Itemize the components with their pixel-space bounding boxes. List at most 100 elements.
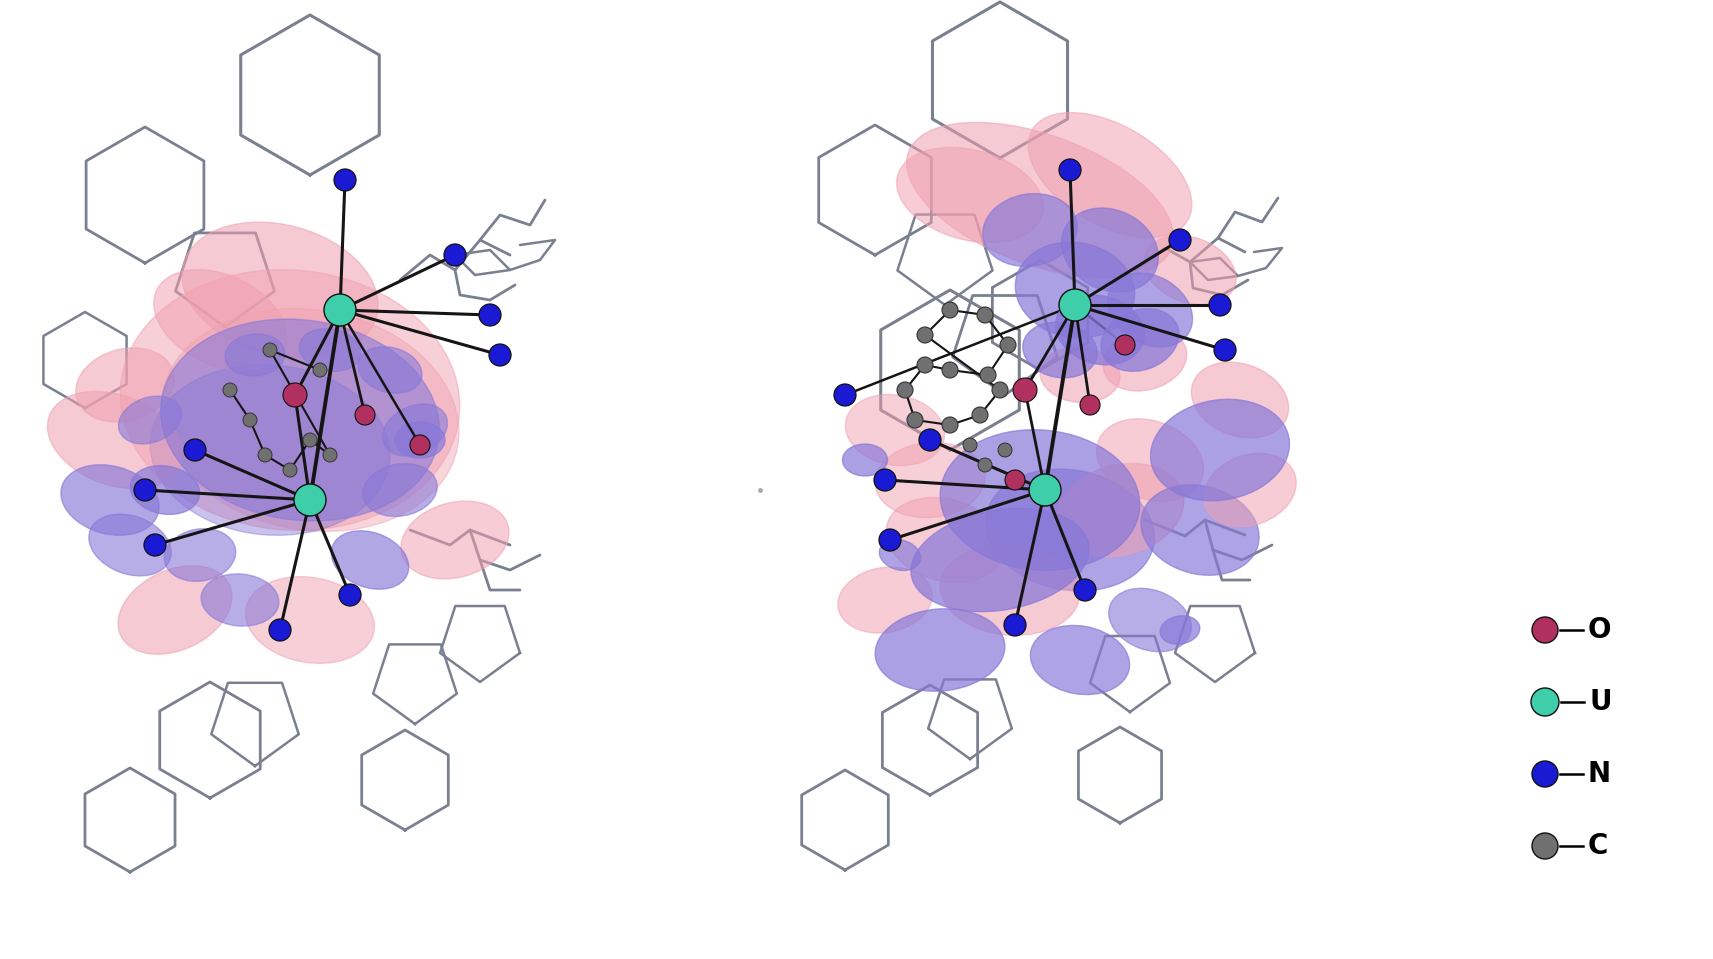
Circle shape xyxy=(1531,617,1559,643)
Circle shape xyxy=(488,344,510,366)
Circle shape xyxy=(1531,688,1559,716)
Circle shape xyxy=(1168,229,1191,251)
Ellipse shape xyxy=(843,444,887,476)
Circle shape xyxy=(283,463,296,477)
Circle shape xyxy=(1006,470,1024,490)
Ellipse shape xyxy=(1204,454,1297,526)
Ellipse shape xyxy=(62,465,159,535)
Circle shape xyxy=(1074,579,1096,601)
Ellipse shape xyxy=(164,528,236,581)
Circle shape xyxy=(1079,395,1100,415)
Ellipse shape xyxy=(879,540,920,571)
Ellipse shape xyxy=(245,576,375,664)
Ellipse shape xyxy=(151,364,391,535)
Circle shape xyxy=(834,384,856,406)
Ellipse shape xyxy=(224,334,284,376)
Circle shape xyxy=(1030,474,1060,506)
Ellipse shape xyxy=(1057,463,1184,556)
Ellipse shape xyxy=(1141,484,1259,575)
Ellipse shape xyxy=(48,391,183,488)
Ellipse shape xyxy=(1023,322,1098,378)
Circle shape xyxy=(963,438,976,452)
Ellipse shape xyxy=(983,194,1077,267)
Ellipse shape xyxy=(1055,295,1144,364)
Ellipse shape xyxy=(985,469,1155,591)
Circle shape xyxy=(992,382,1007,398)
Circle shape xyxy=(971,407,988,423)
Ellipse shape xyxy=(331,530,409,589)
Text: O: O xyxy=(1588,616,1612,644)
Circle shape xyxy=(303,433,317,447)
Ellipse shape xyxy=(875,442,985,518)
Circle shape xyxy=(1215,339,1237,361)
Circle shape xyxy=(480,304,500,326)
Ellipse shape xyxy=(940,545,1079,635)
Ellipse shape xyxy=(1101,309,1179,371)
Circle shape xyxy=(978,458,992,472)
Circle shape xyxy=(144,534,166,556)
Circle shape xyxy=(283,383,307,407)
Ellipse shape xyxy=(896,148,1043,243)
Ellipse shape xyxy=(154,269,286,370)
Ellipse shape xyxy=(1028,112,1192,238)
Circle shape xyxy=(879,529,901,551)
Circle shape xyxy=(1531,833,1559,859)
Ellipse shape xyxy=(363,463,437,516)
Circle shape xyxy=(334,169,356,191)
Circle shape xyxy=(942,362,958,378)
Circle shape xyxy=(976,307,994,323)
Ellipse shape xyxy=(161,319,439,521)
Circle shape xyxy=(134,479,156,501)
Circle shape xyxy=(999,443,1012,457)
Circle shape xyxy=(269,619,291,641)
Circle shape xyxy=(1004,614,1026,636)
Ellipse shape xyxy=(396,422,445,458)
Ellipse shape xyxy=(906,123,1173,277)
Ellipse shape xyxy=(300,329,361,371)
Circle shape xyxy=(355,405,375,425)
Ellipse shape xyxy=(89,514,171,576)
Ellipse shape xyxy=(875,609,1006,691)
Circle shape xyxy=(898,382,913,398)
Circle shape xyxy=(324,448,337,462)
Text: N: N xyxy=(1588,760,1612,788)
Ellipse shape xyxy=(1160,616,1199,644)
Ellipse shape xyxy=(182,222,379,358)
Ellipse shape xyxy=(1040,347,1120,403)
Circle shape xyxy=(916,357,934,373)
Ellipse shape xyxy=(1108,588,1191,652)
Ellipse shape xyxy=(911,508,1089,612)
Circle shape xyxy=(1000,337,1016,353)
Ellipse shape xyxy=(1062,208,1158,292)
Circle shape xyxy=(918,429,940,451)
Circle shape xyxy=(259,448,272,462)
Ellipse shape xyxy=(161,309,459,531)
Ellipse shape xyxy=(1103,329,1187,391)
Ellipse shape xyxy=(1192,363,1288,438)
Ellipse shape xyxy=(358,347,421,393)
Circle shape xyxy=(1209,294,1232,316)
Ellipse shape xyxy=(382,404,447,456)
Circle shape xyxy=(243,413,257,427)
Circle shape xyxy=(906,412,923,428)
Circle shape xyxy=(980,367,995,383)
Ellipse shape xyxy=(1108,273,1192,347)
Circle shape xyxy=(264,343,278,357)
Text: C: C xyxy=(1588,832,1609,860)
Circle shape xyxy=(324,294,356,326)
Ellipse shape xyxy=(838,567,932,633)
Ellipse shape xyxy=(1096,419,1203,502)
Circle shape xyxy=(409,435,430,455)
Ellipse shape xyxy=(846,394,944,465)
Circle shape xyxy=(295,484,325,516)
Ellipse shape xyxy=(1031,625,1129,694)
Circle shape xyxy=(1531,761,1559,787)
Circle shape xyxy=(874,469,896,491)
Ellipse shape xyxy=(130,466,200,514)
Circle shape xyxy=(942,417,958,433)
Ellipse shape xyxy=(75,348,175,422)
Ellipse shape xyxy=(118,566,231,654)
Text: U: U xyxy=(1590,688,1612,716)
Circle shape xyxy=(1012,378,1036,402)
Circle shape xyxy=(942,302,958,318)
